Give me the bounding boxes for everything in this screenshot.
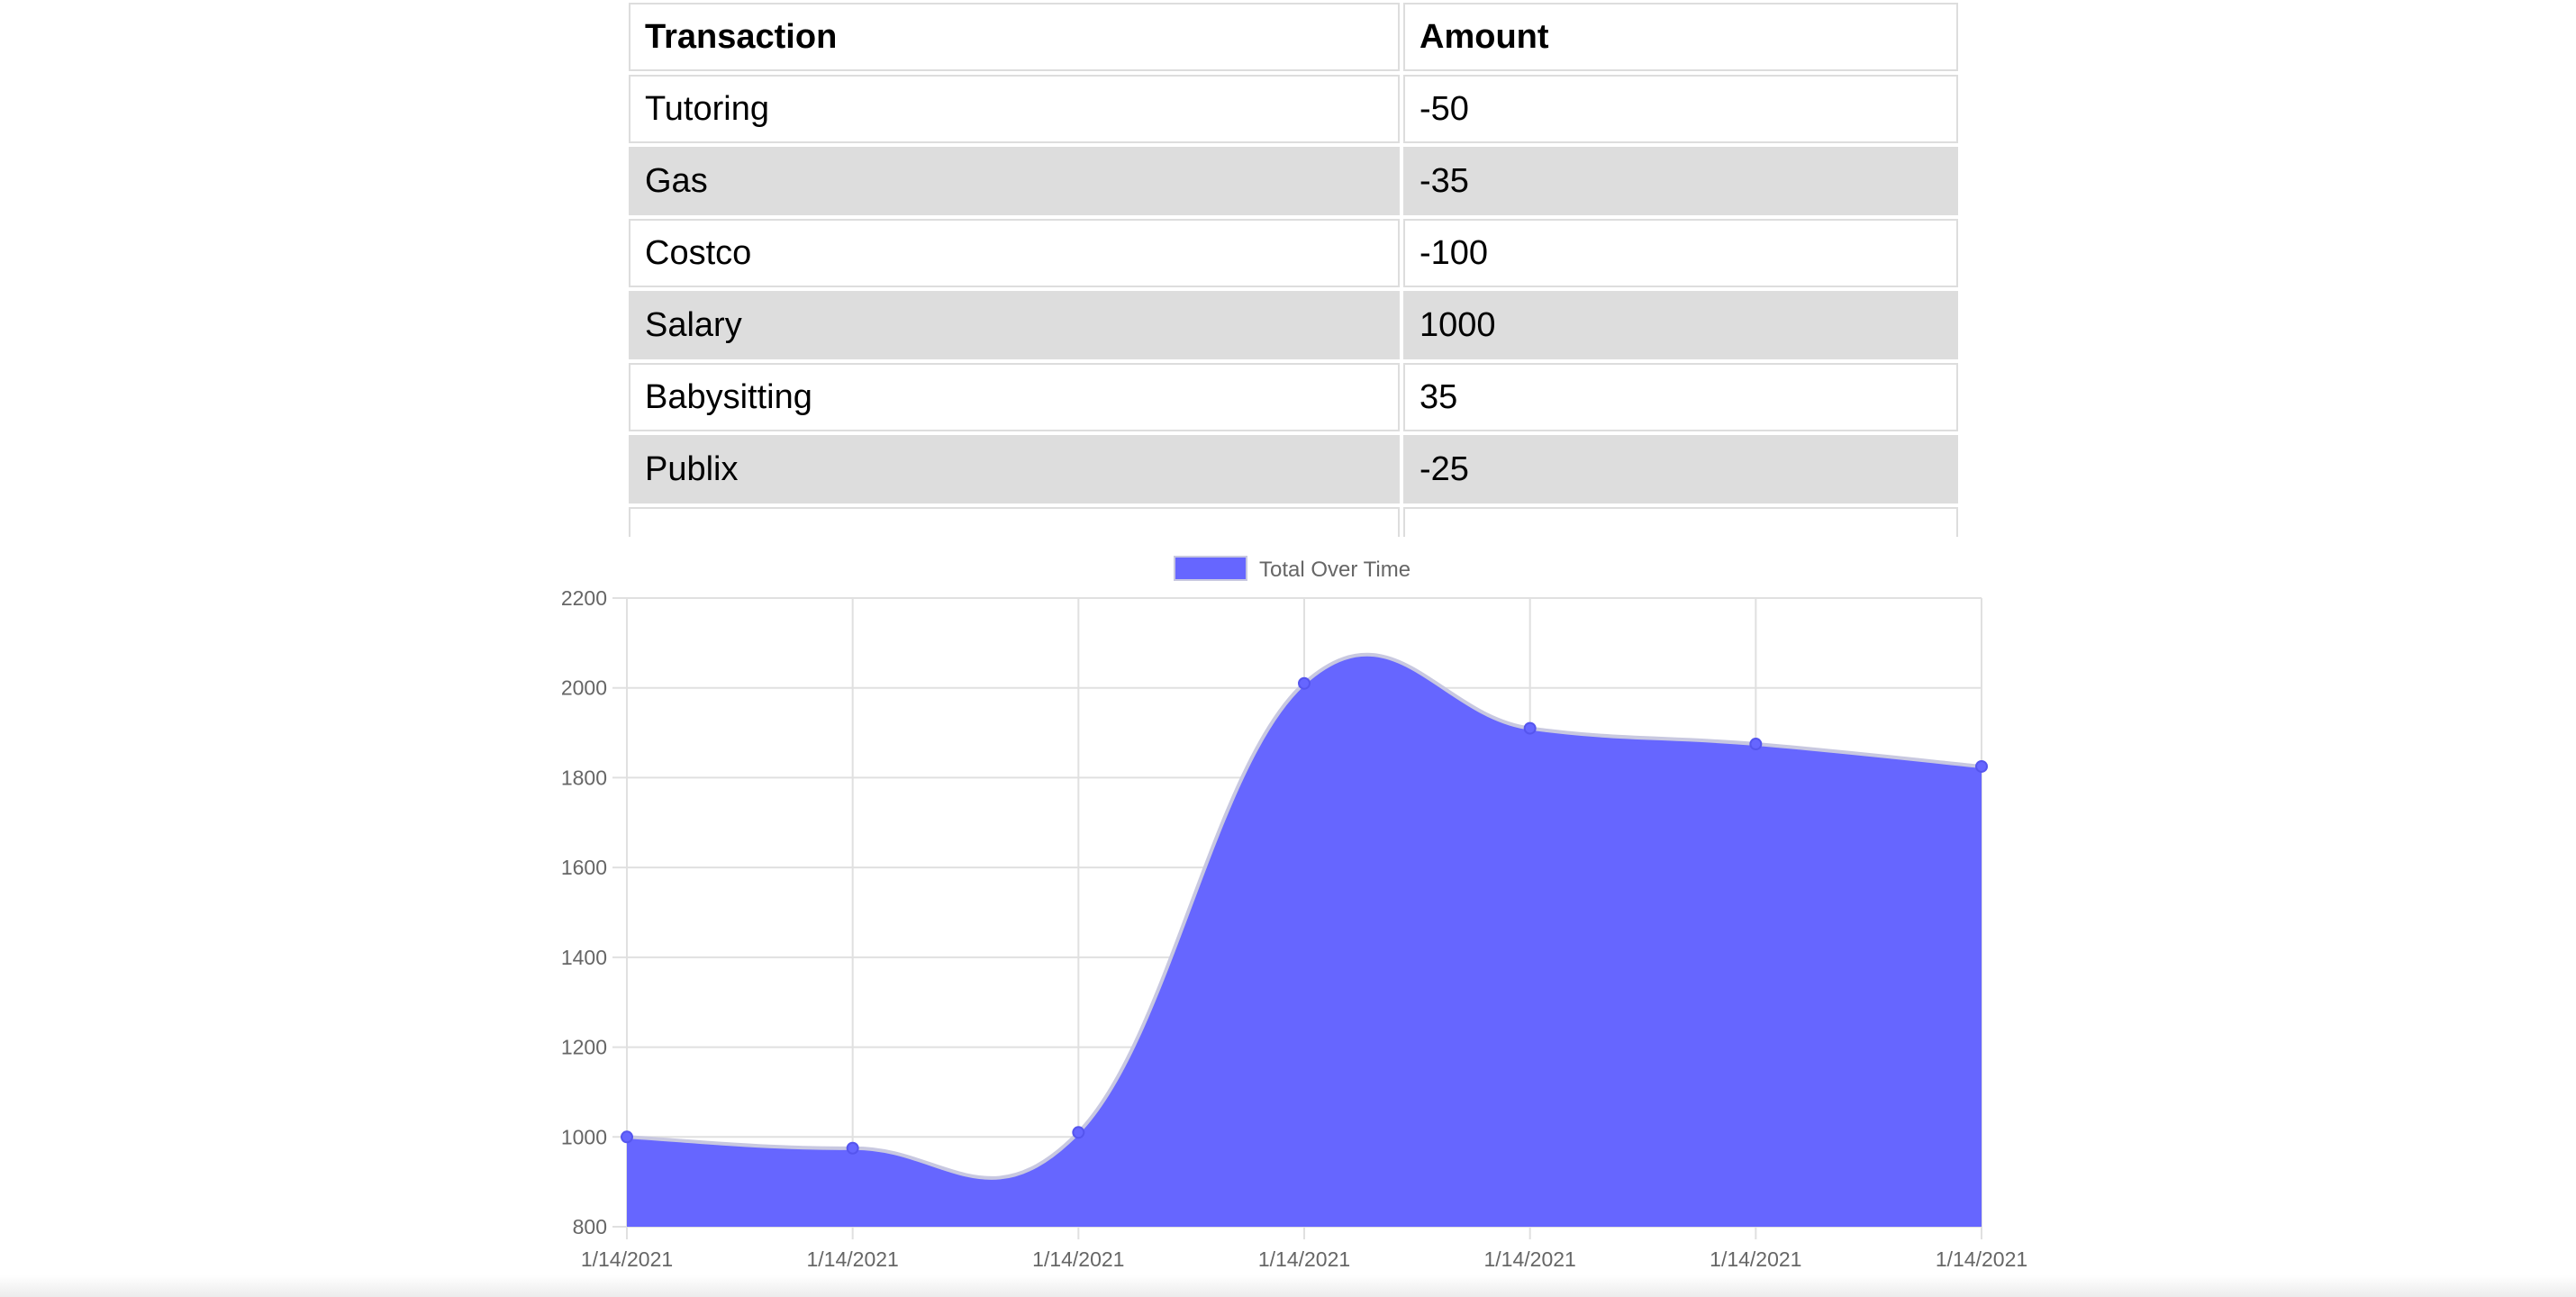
- table-row: Tutoring -50: [629, 75, 1958, 143]
- y-tick-label: 2000: [561, 676, 607, 700]
- transaction-amount: -100: [1403, 219, 1958, 287]
- series-points: [621, 676, 1988, 1155]
- transaction-amount-empty: [1403, 507, 1958, 537]
- table-row: Publix -25: [629, 435, 1958, 503]
- data-point: [1523, 721, 1537, 735]
- x-tick-label: 1/14/2021: [1484, 1247, 1576, 1271]
- transaction-amount: 35: [1403, 363, 1958, 431]
- table-row: [629, 507, 1958, 537]
- x-tick-label: 1/14/2021: [581, 1247, 673, 1271]
- column-header-amount: Amount: [1403, 3, 1958, 71]
- transaction-name: Salary: [629, 291, 1400, 359]
- series-line: [626, 652, 1982, 1180]
- table-header-row: Transaction Amount: [629, 3, 1958, 71]
- legend-label: Total Over Time: [1259, 558, 1410, 582]
- data-point: [1749, 738, 1763, 751]
- transaction-table-container[interactable]: Transaction Amount Tutoring -50 Gas -35 …: [625, 0, 1958, 537]
- y-tick-label: 1200: [561, 1036, 607, 1059]
- data-point: [846, 1141, 859, 1155]
- data-point: [1072, 1126, 1085, 1139]
- x-tick-label: 1/14/2021: [1710, 1247, 1801, 1271]
- transaction-name: Gas: [629, 147, 1400, 215]
- data-point: [621, 1130, 633, 1144]
- data-point: [1298, 676, 1311, 690]
- x-tick-label: 1/14/2021: [1032, 1247, 1124, 1271]
- y-tick-label: 1800: [561, 766, 607, 789]
- table-row: Costco -100: [629, 219, 1958, 287]
- chart-legend[interactable]: Total Over Time: [1174, 556, 1410, 582]
- transaction-amount: -25: [1403, 435, 1958, 503]
- transaction-amount: -50: [1403, 75, 1958, 143]
- x-tick-label: 1/14/2021: [1936, 1247, 2027, 1271]
- window-bottom-edge: [0, 1275, 2576, 1297]
- transaction-name: Tutoring: [629, 75, 1400, 143]
- y-tick-label: 1000: [561, 1125, 607, 1148]
- transaction-amount: 1000: [1403, 291, 1958, 359]
- column-header-transaction: Transaction: [629, 3, 1400, 71]
- table-row: Salary 1000: [629, 291, 1958, 359]
- y-axis-ticks: 800 1000 1200 1400 1600 1800 2000 2200: [561, 586, 607, 1238]
- transaction-amount: -35: [1403, 147, 1958, 215]
- data-point: [1975, 759, 1988, 773]
- transaction-name: Babysitting: [629, 363, 1400, 431]
- legend-swatch: [1174, 556, 1247, 581]
- y-tick-label: 1400: [561, 946, 607, 969]
- y-tick-label: 2200: [561, 586, 607, 610]
- total-over-time-chart: 800 1000 1200 1400 1600 1800 2000 2200 1/14/202…: [561, 556, 2027, 1271]
- table-row: Gas -35: [629, 147, 1958, 215]
- transaction-name-empty: [629, 507, 1400, 537]
- series-area: [627, 654, 1982, 1227]
- table-row: Babysitting 35: [629, 363, 1958, 431]
- x-tick-label: 1/14/2021: [807, 1247, 899, 1271]
- transaction-table: Transaction Amount Tutoring -50 Gas -35 …: [625, 0, 1958, 537]
- x-tick-label: 1/14/2021: [1258, 1247, 1350, 1271]
- x-axis-ticks: 1/14/2021 1/14/2021 1/14/2021 1/14/2021 1/14…: [581, 1247, 2027, 1271]
- y-tick-label: 800: [573, 1215, 607, 1238]
- y-tick-label: 1600: [561, 856, 607, 879]
- transaction-name: Costco: [629, 219, 1400, 287]
- transaction-name: Publix: [629, 435, 1400, 503]
